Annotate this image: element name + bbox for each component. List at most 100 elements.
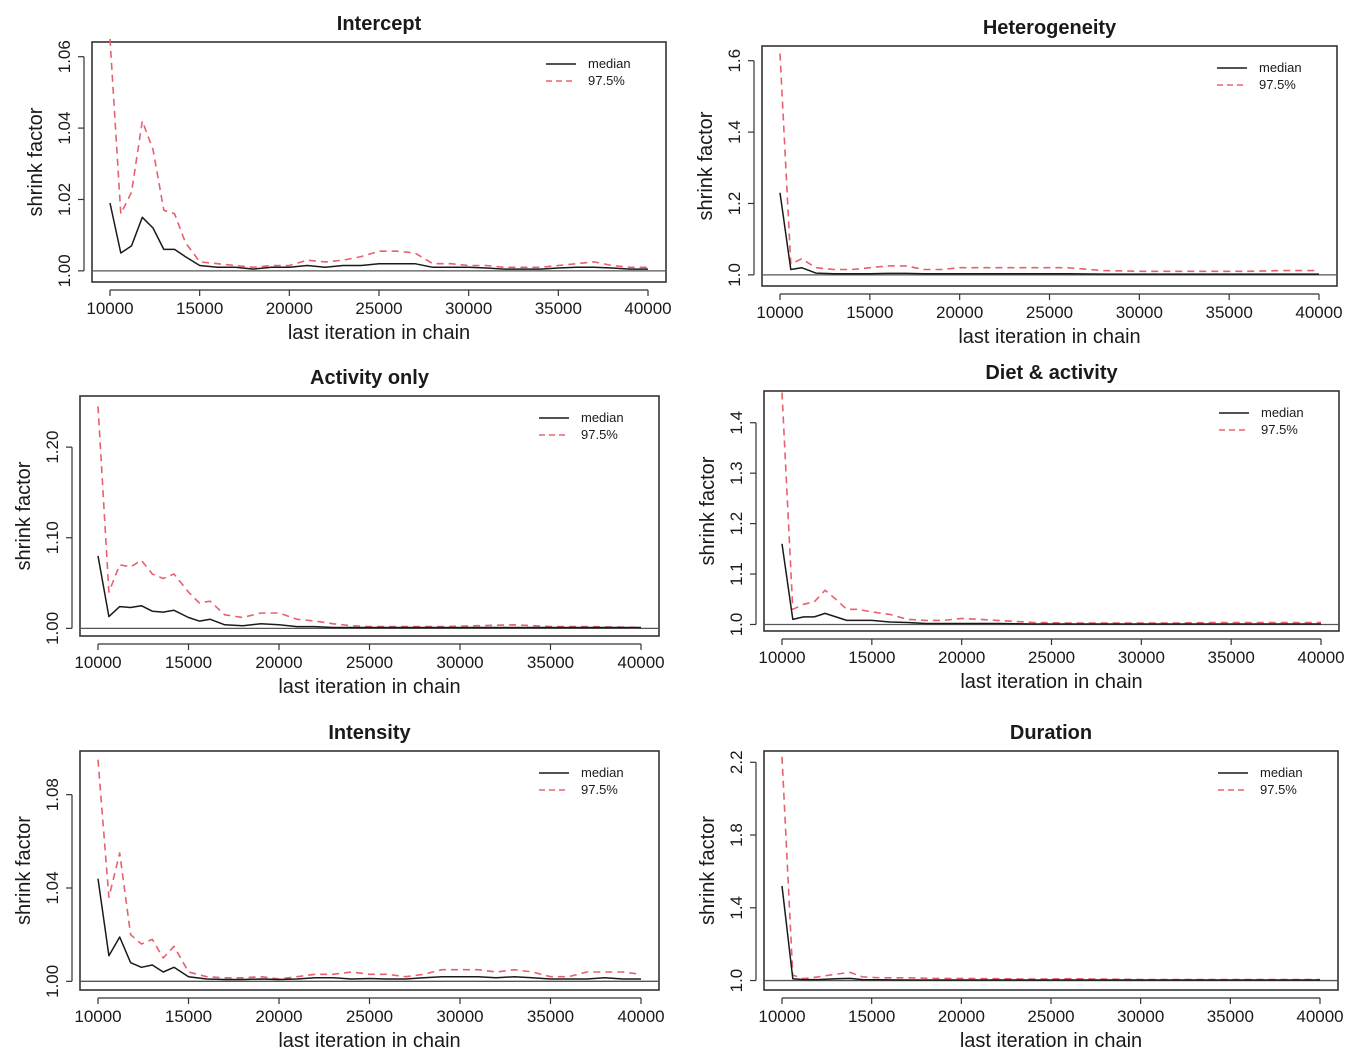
plot-frame — [761, 45, 1338, 287]
series-line-median — [97, 878, 641, 981]
x-tick-label: 40000 — [1296, 1007, 1343, 1026]
x-axis-label: last iteration in chain — [288, 322, 470, 344]
legend-label: 97.5% — [1259, 77, 1296, 92]
x-axis-label: last iteration in chain — [958, 326, 1140, 348]
legend: median 97.5% — [539, 410, 624, 442]
legend-label: median — [588, 56, 631, 71]
x-tick-label: 40000 — [1297, 648, 1344, 667]
chart-title: Duration — [1010, 722, 1092, 744]
y-tick-label: 1.4 — [727, 411, 746, 435]
x-tick-label: 10000 — [74, 653, 121, 672]
y-tick-label: 1.08 — [43, 778, 62, 811]
x-tick-label: 35000 — [527, 653, 574, 672]
legend-label: median — [1261, 405, 1304, 420]
legend-label: 97.5% — [581, 782, 618, 797]
x-tick-label: 20000 — [936, 303, 983, 322]
series-line-upper-97-5 — [109, 38, 648, 269]
y-tick-label: 1.00 — [55, 254, 74, 287]
legend-label: median — [1259, 60, 1302, 75]
y-tick-label: 1.00 — [43, 612, 62, 645]
x-tick-label: 25000 — [1026, 303, 1073, 322]
y-axis-label: shrink factor — [25, 107, 47, 216]
x-tick-label: 10000 — [86, 299, 133, 318]
chart-title: Intercept — [337, 13, 422, 35]
x-tick-label: 20000 — [266, 299, 313, 318]
y-axis-label: shrink factor — [697, 456, 719, 565]
y-tick-label: 1.10 — [43, 521, 62, 554]
x-tick-label: 20000 — [938, 648, 985, 667]
x-tick-label: 25000 — [346, 653, 393, 672]
y-tick-label: 1.4 — [727, 896, 746, 920]
x-tick-label: 40000 — [617, 1007, 664, 1026]
x-tick-label: 40000 — [1295, 303, 1342, 322]
y-axis-label: shrink factor — [13, 816, 35, 925]
chart-title: Activity only — [310, 367, 430, 389]
x-tick-label: 10000 — [74, 1007, 121, 1026]
y-tick-label: 1.06 — [55, 40, 74, 73]
x-tick-label: 30000 — [1116, 303, 1163, 322]
x-tick-label: 20000 — [938, 1007, 985, 1026]
x-tick-label: 25000 — [1028, 648, 1075, 667]
x-axis-label: last iteration in chain — [278, 676, 460, 698]
series-line-median — [97, 555, 641, 629]
y-axis-label: shrink factor — [695, 111, 717, 220]
x-tick-label: 30000 — [1117, 1007, 1164, 1026]
plot-frame — [91, 41, 667, 283]
chart-title: Diet & activity — [985, 362, 1118, 384]
legend-label: 97.5% — [588, 73, 625, 88]
x-tick-label: 10000 — [756, 303, 803, 322]
x-tick-label: 40000 — [617, 653, 664, 672]
y-tick-label: 1.6 — [725, 49, 744, 73]
y-tick-label: 2.2 — [727, 750, 746, 774]
y-tick-label: 1.04 — [43, 871, 62, 904]
y-tick-label: 1.4 — [725, 120, 744, 144]
series-line-median — [781, 543, 1321, 625]
x-tick-label: 30000 — [445, 299, 492, 318]
y-tick-label: 1.0 — [727, 969, 746, 993]
x-tick-label: 20000 — [255, 1007, 302, 1026]
legend: median 97.5% — [1218, 765, 1303, 797]
x-tick-label: 35000 — [1206, 303, 1253, 322]
y-tick-label: 1.3 — [727, 461, 746, 485]
x-tick-label: 35000 — [535, 299, 582, 318]
chart-title: Heterogeneity — [983, 17, 1117, 39]
y-tick-label: 1.8 — [727, 823, 746, 847]
chart-2-heterogeneity: Heterogeneity 10000 15000 20000 25000 30000 35… — [695, 17, 1343, 348]
legend-label: 97.5% — [1261, 422, 1298, 437]
x-tick-label: 10000 — [758, 1007, 805, 1026]
legend-label: median — [1260, 765, 1303, 780]
legend-label: 97.5% — [1260, 782, 1297, 797]
y-tick-label: 1.0 — [727, 613, 746, 637]
legend: median 97.5% — [546, 56, 631, 88]
legend-label: median — [581, 765, 624, 780]
series-line-upper-97-5 — [779, 53, 1319, 273]
chart-5-intensity: Intensity 10000 15000 20000 25000 30000 35000 4… — [13, 722, 665, 1052]
chart-title: Intensity — [328, 722, 411, 744]
x-tick-label: 30000 — [436, 1007, 483, 1026]
chart-3-activity-only: Activity only 10000 15000 20000 25000 30000 35… — [13, 367, 665, 698]
x-tick-label: 35000 — [1208, 648, 1255, 667]
y-tick-label: 1.02 — [55, 183, 74, 216]
series-line-median — [779, 192, 1319, 275]
x-tick-label: 20000 — [255, 653, 302, 672]
x-tick-label: 15000 — [165, 653, 212, 672]
series-line-upper-97-5 — [97, 406, 642, 629]
legend-label: 97.5% — [581, 427, 618, 442]
plot-frame — [763, 750, 1339, 991]
y-tick-label: 1.0 — [725, 263, 744, 287]
y-tick-label: 1.1 — [727, 562, 746, 586]
x-axis-label: last iteration in chain — [278, 1030, 460, 1052]
legend-label: median — [581, 410, 624, 425]
x-tick-label: 30000 — [436, 653, 483, 672]
plot-frame — [79, 395, 660, 637]
x-axis-label: last iteration in chain — [960, 1030, 1142, 1052]
y-tick-label: 1.2 — [725, 192, 744, 216]
x-tick-label: 25000 — [355, 299, 402, 318]
chart-4-diet-activity: Diet & activity 10000 15000 20000 25000 30000… — [697, 362, 1345, 693]
x-tick-label: 15000 — [165, 1007, 212, 1026]
series-line-upper-97-5 — [781, 392, 1321, 624]
legend: median 97.5% — [1217, 60, 1302, 92]
y-tick-label: 1.00 — [43, 965, 62, 998]
x-tick-label: 35000 — [1207, 1007, 1254, 1026]
